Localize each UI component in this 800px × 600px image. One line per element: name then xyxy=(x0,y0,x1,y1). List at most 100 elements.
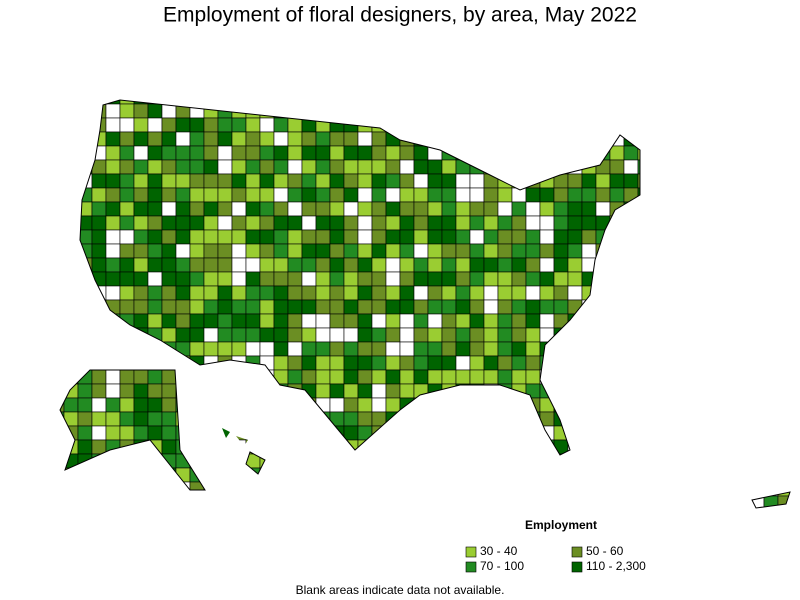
map-area xyxy=(343,257,359,273)
map-area xyxy=(147,481,163,497)
map-area xyxy=(399,411,415,427)
map-area xyxy=(735,145,751,161)
map-area xyxy=(665,495,681,508)
map-area xyxy=(301,187,317,203)
map-area xyxy=(133,229,149,245)
map-area xyxy=(763,383,779,399)
map-area xyxy=(315,453,331,469)
map-area xyxy=(357,100,373,105)
map-area xyxy=(217,243,233,259)
map-area xyxy=(357,285,373,301)
map-area xyxy=(763,100,779,105)
map-area xyxy=(623,369,639,385)
map-area xyxy=(567,173,583,189)
map-area xyxy=(385,215,401,231)
map-area xyxy=(792,174,800,188)
map-area xyxy=(77,215,93,231)
map-area xyxy=(525,117,541,133)
map-area xyxy=(189,159,205,175)
map-area xyxy=(539,341,555,357)
map-area xyxy=(357,313,373,329)
map-area xyxy=(133,103,149,119)
map-area xyxy=(245,187,261,203)
map-area xyxy=(763,397,779,413)
map-area xyxy=(133,397,149,413)
map-area xyxy=(329,257,345,273)
map-area xyxy=(189,201,205,217)
map-areas xyxy=(60,100,800,524)
map-area xyxy=(133,425,149,441)
map-area xyxy=(175,201,191,217)
map-area xyxy=(637,453,653,469)
map-area xyxy=(119,201,135,217)
map-area xyxy=(287,411,303,427)
map-area xyxy=(595,327,611,343)
map-area xyxy=(60,369,65,385)
map-area xyxy=(427,215,443,231)
map-area xyxy=(245,411,261,427)
map-area xyxy=(343,243,359,259)
map-area xyxy=(651,453,667,469)
map-area xyxy=(287,467,303,483)
map-area xyxy=(777,355,790,371)
map-area xyxy=(651,145,667,161)
map-area xyxy=(707,117,723,133)
map-area xyxy=(497,327,513,343)
map-area xyxy=(385,313,401,329)
map-area xyxy=(259,100,275,105)
map-area xyxy=(512,510,526,524)
map-area xyxy=(749,257,765,273)
map-area xyxy=(595,215,611,231)
map-area xyxy=(721,383,737,399)
map-area xyxy=(147,159,163,175)
map-area xyxy=(119,271,135,287)
map-area xyxy=(287,145,303,161)
map-area xyxy=(525,173,541,189)
map-area xyxy=(63,243,79,259)
map-area xyxy=(441,215,457,231)
map-area xyxy=(357,243,373,259)
map-area xyxy=(707,467,723,483)
map-area xyxy=(231,495,247,508)
map-area xyxy=(77,397,93,413)
map-area xyxy=(623,467,639,483)
map-area xyxy=(539,327,555,343)
map-area xyxy=(609,341,625,357)
map-area xyxy=(567,187,583,203)
map-area xyxy=(693,131,709,147)
map-area xyxy=(343,159,359,175)
map-area xyxy=(119,257,135,273)
map-area xyxy=(371,341,387,357)
map-area xyxy=(77,341,93,357)
map-area xyxy=(64,510,78,524)
map-area xyxy=(329,411,345,427)
map-area xyxy=(609,453,625,469)
hawaii xyxy=(245,451,266,475)
map-area xyxy=(273,117,289,133)
map-area xyxy=(749,243,765,259)
map-area xyxy=(469,145,485,161)
map-area xyxy=(511,145,527,161)
map-area xyxy=(469,425,485,441)
map-area xyxy=(287,257,303,273)
map-area xyxy=(287,383,303,399)
map-area xyxy=(777,257,790,273)
map-area xyxy=(455,117,471,133)
map-area xyxy=(483,341,499,357)
map-area xyxy=(721,299,737,315)
map-area xyxy=(60,257,65,273)
map-area xyxy=(343,313,359,329)
map-area xyxy=(792,356,800,370)
map-area xyxy=(119,383,135,399)
map-area xyxy=(413,187,429,203)
map-area xyxy=(427,201,443,217)
map-area xyxy=(329,467,345,483)
map-area xyxy=(469,439,485,455)
map-area xyxy=(721,271,737,287)
map-area xyxy=(175,229,191,245)
map-area xyxy=(721,117,737,133)
map-area xyxy=(357,397,373,413)
map-area xyxy=(707,187,723,203)
map-area xyxy=(707,411,723,427)
map-area xyxy=(665,341,681,357)
